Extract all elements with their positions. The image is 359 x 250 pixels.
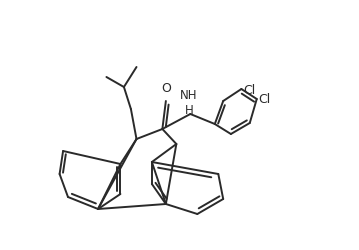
Text: Cl: Cl [258, 93, 270, 106]
Text: Cl: Cl [243, 83, 255, 96]
Text: O: O [161, 82, 171, 94]
Text: NH
H: NH H [180, 89, 198, 117]
